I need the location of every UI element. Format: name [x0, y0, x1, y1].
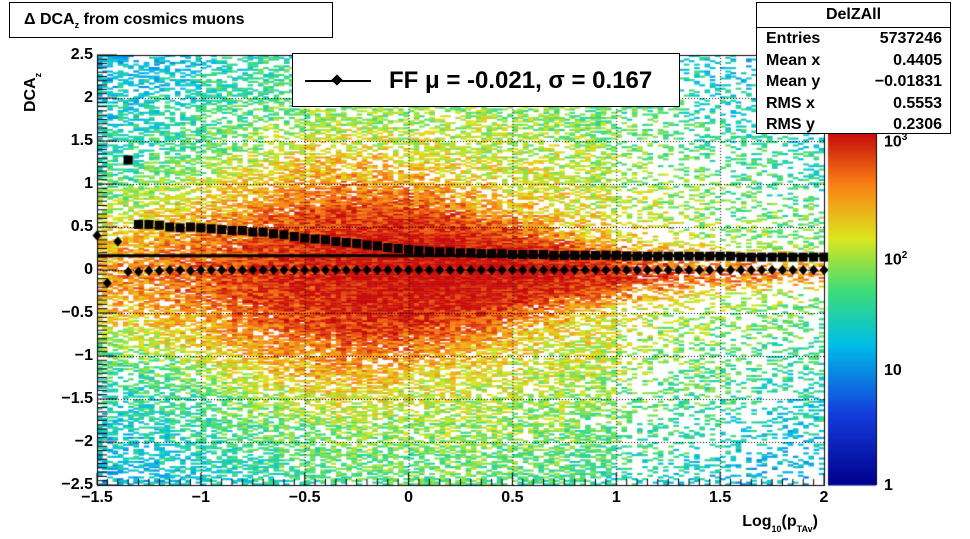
stats-name: DelZAll — [757, 3, 950, 28]
x-tick-label: 2 — [819, 489, 829, 506]
y-tick-label: 1 — [84, 175, 93, 192]
legend-diamond-marker — [331, 74, 343, 86]
x-axis-label: Log10(pTAv) — [742, 513, 818, 534]
x-tick-label: 0 — [404, 489, 414, 506]
y-tick-label: 1.5 — [70, 132, 93, 149]
colorbar-tick-label: 1 — [884, 477, 893, 494]
stats-row: Mean y −0.01831 — [766, 73, 942, 90]
colorbar-tick-label: 103 — [884, 132, 908, 151]
y-tick-label: 0.5 — [70, 218, 93, 235]
colorbar-tick-label: 10 — [884, 362, 902, 379]
title-box: Δ DCAz from cosmics muons — [9, 2, 333, 38]
y-tick-label: −1.5 — [61, 390, 93, 407]
x-tick-label: −1 — [191, 489, 210, 506]
x-tick-label: −0.5 — [288, 489, 321, 506]
x-tick-label: 0.5 — [501, 489, 524, 506]
y-tick-label: −0.5 — [61, 304, 93, 321]
y-tick-label: −2 — [74, 433, 93, 450]
legend-box: FF μ = -0.021, σ = 0.167 — [292, 53, 680, 107]
x-tick-label: −1.5 — [81, 489, 113, 506]
colorbar-tick-label: 102 — [884, 250, 908, 269]
stats-box: DelZAll Entries 5737246 Mean x 0.4405 Mean… — [756, 2, 951, 134]
legend-text: FF μ = -0.021, σ = 0.167 — [389, 67, 653, 94]
x-tick-label: 1 — [611, 489, 621, 506]
y-tick-label: 2 — [84, 89, 93, 106]
stats-row: RMS x 0.5553 — [766, 94, 942, 112]
y-axis-label: DCAz — [22, 72, 43, 112]
y-tick-label: 2.5 — [70, 46, 93, 63]
chart-title: Δ DCAz from cosmics muons — [24, 11, 245, 31]
y-tick-label: −1 — [74, 347, 93, 364]
y-tick-label: 0 — [84, 261, 93, 278]
stats-row: Entries 5737246 — [766, 30, 942, 47]
x-tick-label: 1.5 — [709, 489, 732, 506]
y-tick-label: −2.5 — [61, 476, 93, 493]
stats-row: RMS y 0.2306 — [766, 116, 942, 133]
stats-row: Mean x 0.4405 — [766, 51, 942, 69]
